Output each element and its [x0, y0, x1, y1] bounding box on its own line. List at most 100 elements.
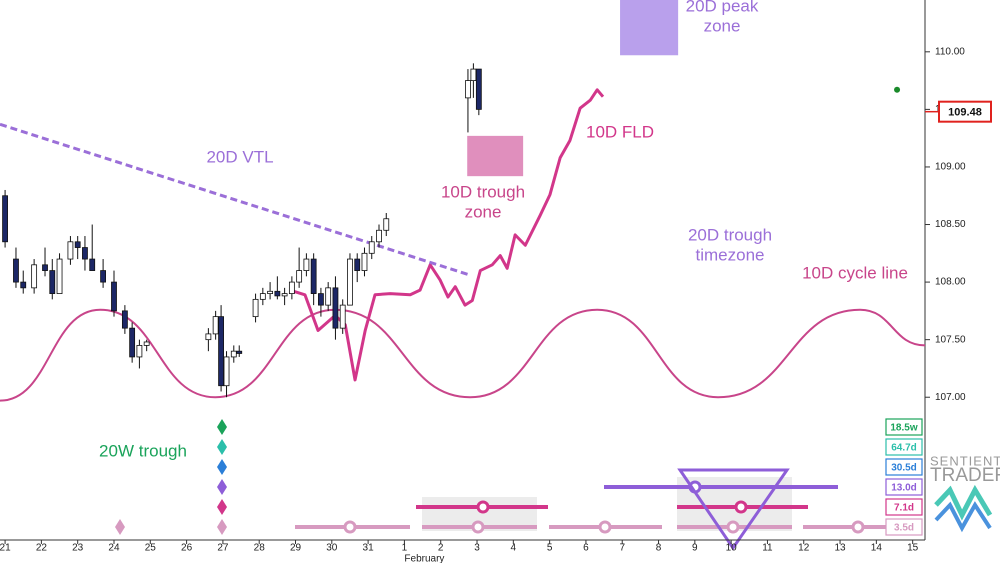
- x-tick-label: 5: [547, 543, 553, 554]
- y-tick-label: 108.50: [935, 219, 966, 230]
- candle-body: [281, 293, 288, 297]
- x-tick-label: 28: [254, 543, 266, 554]
- logo-shape: [934, 501, 992, 533]
- candle-body: [318, 293, 324, 306]
- trough-diamond: [217, 459, 227, 475]
- candle-body: [111, 281, 117, 312]
- zone-label: 20D peak: [686, 0, 759, 15]
- candle-body: [74, 241, 81, 248]
- x-tick-label: 27: [217, 543, 229, 554]
- month-label: February: [404, 554, 444, 563]
- timing-center: [598, 520, 612, 534]
- candle-body: [236, 350, 243, 354]
- candle-body: [259, 293, 266, 300]
- candle-body: [383, 218, 390, 231]
- x-tick-label: 30: [326, 543, 338, 554]
- timing-center: [734, 500, 748, 514]
- candle-body: [267, 290, 273, 295]
- line-label: 10D FLD: [586, 122, 654, 141]
- x-tick-label: 15: [907, 543, 919, 554]
- candle-body: [100, 270, 107, 283]
- line-series: [0, 122, 471, 277]
- x-tick-label: 7: [619, 543, 625, 554]
- marker: [894, 86, 901, 93]
- candle-body: [212, 316, 219, 335]
- candle-body: [205, 333, 212, 341]
- candle-body: [465, 80, 471, 99]
- annotation: 20D trough: [688, 225, 772, 244]
- candle-body: [368, 241, 375, 254]
- x-tick-label: 12: [798, 543, 810, 554]
- timing-panel: [115, 468, 920, 551]
- timing-center: [851, 520, 865, 534]
- trough-diamond: [115, 519, 125, 535]
- cycle-label: 30.5d: [891, 463, 917, 474]
- x-tick-label: 8: [656, 543, 662, 554]
- y-tick-label: 107.00: [935, 392, 966, 403]
- zone-label: zone: [465, 202, 502, 221]
- candle-body: [288, 281, 295, 295]
- candle-body: [230, 350, 237, 358]
- last-price-label: 109.48: [948, 107, 982, 119]
- candle-body: [143, 341, 150, 346]
- candle-body: [347, 258, 353, 306]
- y-tick-label: 107.50: [935, 334, 966, 345]
- x-tick-label: 3: [474, 543, 480, 554]
- candle-body: [303, 258, 310, 271]
- trough-label: 20W trough: [99, 441, 187, 460]
- last-price-box: [938, 100, 992, 123]
- annotation: timezone: [696, 245, 765, 264]
- logo-text: SENTIENT: [930, 453, 1000, 468]
- candle-body: [31, 264, 38, 289]
- cycle-label-box: [885, 438, 923, 456]
- candle-body: [475, 68, 482, 110]
- candle-body: [274, 290, 281, 297]
- line-label: 20D VTL: [206, 147, 273, 166]
- candle-body: [42, 264, 48, 271]
- candle-body: [470, 68, 477, 81]
- timing-center: [343, 520, 357, 534]
- candle-body: [325, 287, 332, 306]
- timing-center: [471, 520, 485, 534]
- y-tick-label: 109.00: [935, 162, 966, 173]
- logo-mark: [934, 484, 993, 533]
- candle-body: [20, 281, 27, 289]
- trough-diamond: [217, 479, 227, 495]
- cycle-label-box: [885, 458, 923, 476]
- x-tick-label: 11: [762, 543, 773, 554]
- x-tick-label: 29: [290, 543, 302, 554]
- x-tick-label: 26: [181, 543, 193, 554]
- trough-diamond: [217, 419, 227, 435]
- candle-body: [13, 258, 19, 283]
- candle-body: [361, 252, 368, 271]
- zone-label: 10D trough: [441, 182, 525, 201]
- timing-center: [476, 500, 490, 514]
- candle-body: [121, 310, 128, 329]
- candle-body: [376, 229, 382, 243]
- candle-body: [339, 304, 346, 329]
- timing-bands-short: [295, 520, 920, 534]
- cycle-label-box: [885, 478, 923, 496]
- candle-body: [82, 247, 88, 260]
- line-label: 10D cycle line: [802, 263, 908, 282]
- x-tick-label: 10: [726, 543, 738, 554]
- cycle-label-box: [885, 498, 923, 516]
- x-tick-label: 31: [363, 543, 375, 554]
- x-tick-label: 14: [871, 543, 883, 554]
- y-tick-label: 110.00: [935, 46, 965, 57]
- logo-shape: [934, 484, 993, 521]
- trough-diamond: [217, 499, 227, 515]
- cycle-label: 64.7d: [891, 443, 917, 454]
- candle-body: [296, 270, 303, 283]
- cycle-label: 13.0d: [891, 483, 917, 494]
- x-tick-label: 4: [511, 543, 517, 554]
- candle-body: [332, 287, 339, 329]
- candle-body: [223, 356, 230, 387]
- logo-text: TRADER: [930, 465, 1000, 486]
- x-tick-label: 22: [36, 543, 48, 554]
- candle-body: [56, 258, 63, 295]
